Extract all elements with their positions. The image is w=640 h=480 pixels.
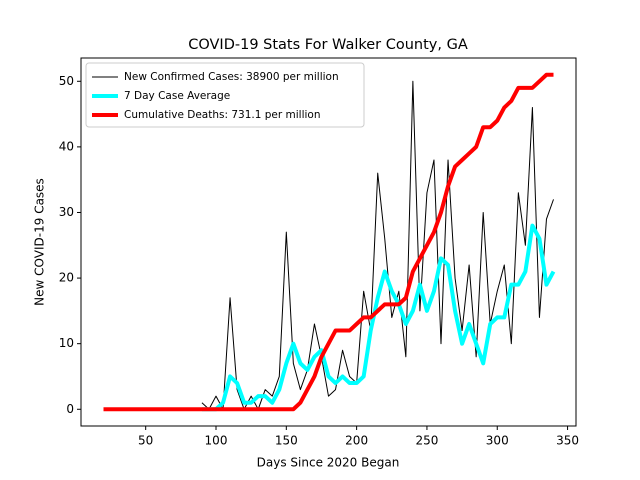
legend-label: Cumulative Deaths: 731.1 per million: [124, 109, 321, 121]
y-tick-label: 30: [59, 205, 74, 219]
x-tick-label: 50: [138, 434, 153, 448]
x-tick-label: 200: [345, 434, 368, 448]
x-tick-label: 350: [556, 434, 579, 448]
y-tick-label: 40: [59, 139, 74, 153]
y-tick-label: 50: [59, 74, 74, 88]
x-axis-label: Days Since 2020 Began: [257, 456, 400, 470]
x-tick-label: 250: [415, 434, 438, 448]
x-tick-label: 100: [205, 434, 228, 448]
y-tick-label: 0: [66, 402, 74, 416]
legend-box: [85, 62, 365, 128]
series-line: [201, 80, 554, 410]
chart-title: COVID-19 Stats For Walker County, GA: [188, 37, 468, 53]
legend-label: 7 Day Case Average: [124, 90, 230, 102]
legend-label: New Confirmed Cases: 38900 per million: [124, 71, 339, 83]
y-axis-label: New COVID-19 Cases: [33, 178, 47, 306]
series-line: [201, 223, 556, 412]
y-tick-label: 10: [59, 336, 74, 350]
series-line: [103, 72, 554, 412]
x-tick-label: 150: [275, 434, 298, 448]
plot-frame: [80, 57, 577, 427]
x-tick-label: 300: [486, 434, 509, 448]
y-tick-label: 20: [59, 271, 74, 285]
